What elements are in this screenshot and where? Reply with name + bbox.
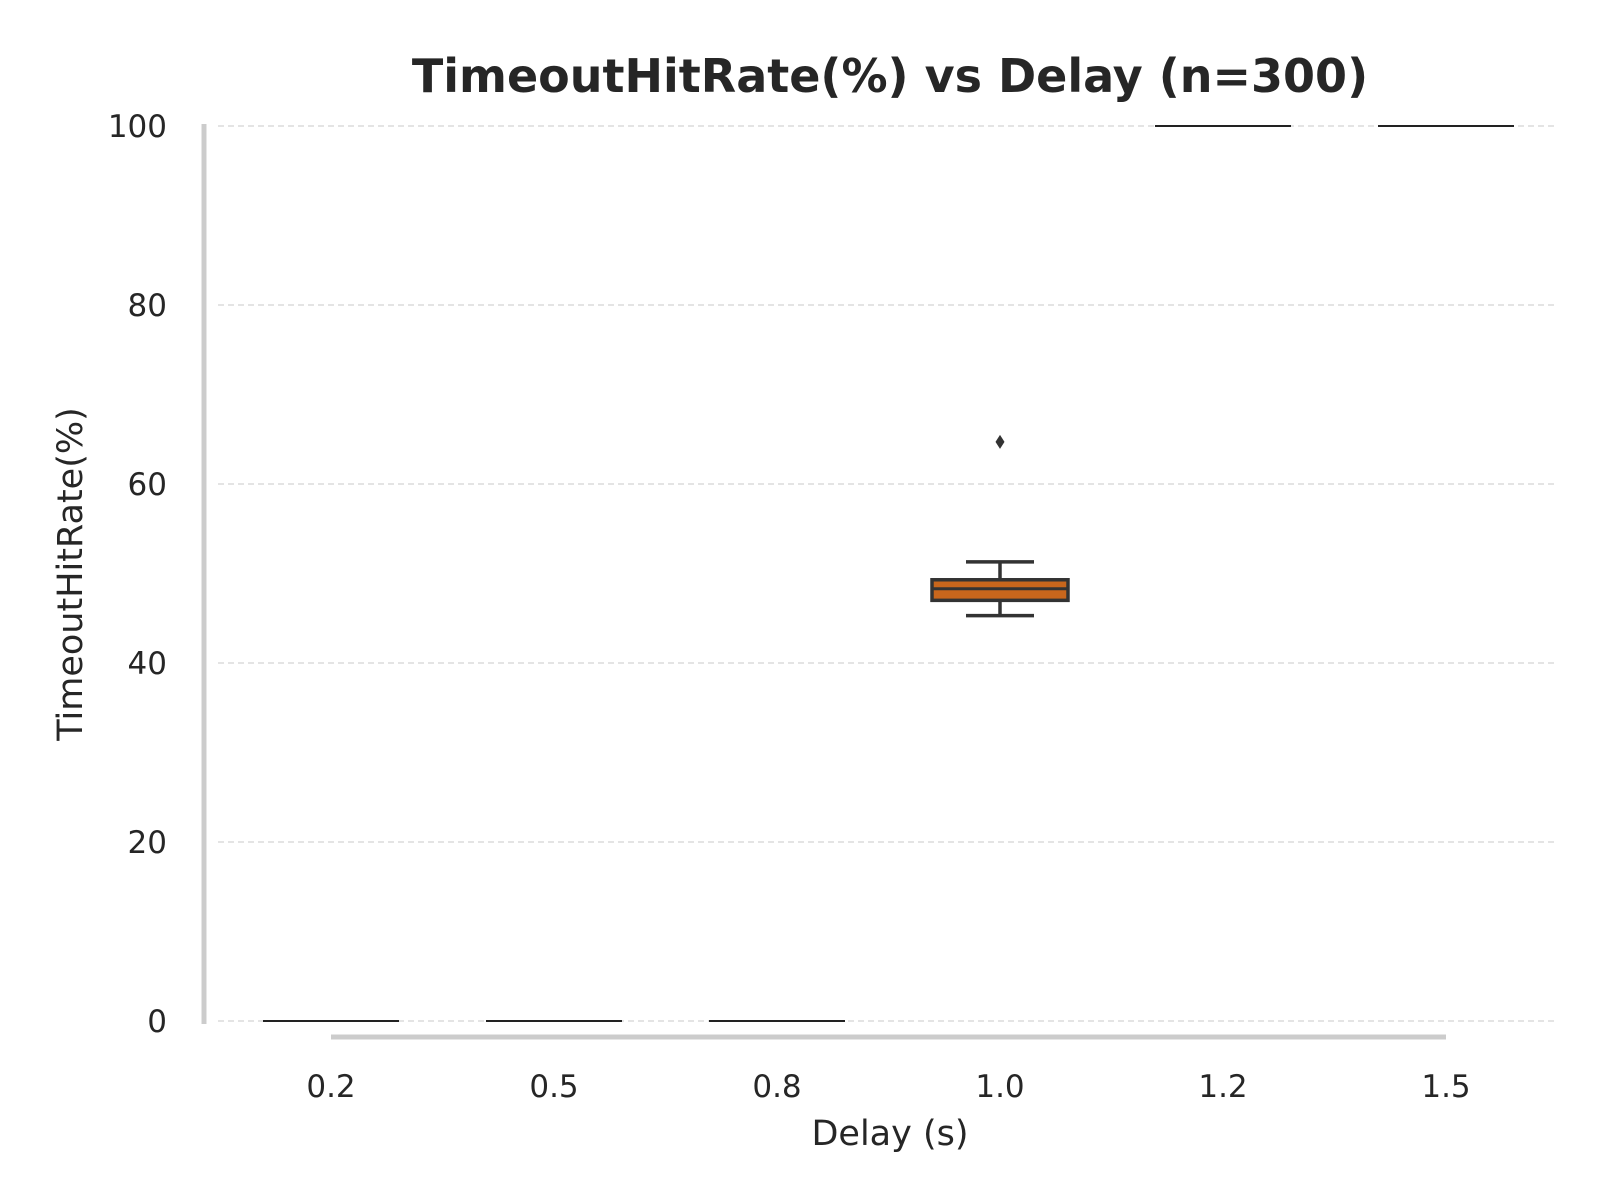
x-tick-label: 1.5 — [1421, 1069, 1470, 1105]
y-tick-label: 60 — [128, 467, 167, 503]
x-tick-label: 0.8 — [752, 1069, 801, 1105]
chart-title: TimeoutHitRate(%) vs Delay (n=300) — [412, 49, 1368, 103]
x-tick-label: 1.2 — [1198, 1069, 1247, 1105]
x-tick-label: 1.0 — [975, 1069, 1024, 1105]
y-tick-label: 0 — [147, 1004, 167, 1040]
y-tick-label: 40 — [128, 646, 167, 682]
outlier-point — [995, 434, 1005, 449]
grid-layer — [218, 125, 1558, 1022]
y-tick-label: 100 — [108, 109, 167, 145]
y-tick-label: 80 — [128, 288, 167, 324]
x-tick-labels: 0.2 0.5 0.8 1.0 1.2 1.5 — [306, 1069, 1470, 1105]
x-tick-label: 0.2 — [306, 1069, 355, 1105]
y-tick-labels: 0 20 40 60 80 100 — [108, 109, 167, 1040]
axes-spines — [201, 124, 1446, 1040]
box-1.0 — [930, 434, 1070, 618]
y-axis-label: TimeoutHitRate(%) — [51, 407, 91, 742]
box-layer — [263, 125, 1514, 1022]
x-tick-label: 0.5 — [529, 1069, 578, 1105]
y-tick-label: 20 — [128, 825, 167, 861]
x-axis-label: Delay (s) — [811, 1114, 968, 1154]
